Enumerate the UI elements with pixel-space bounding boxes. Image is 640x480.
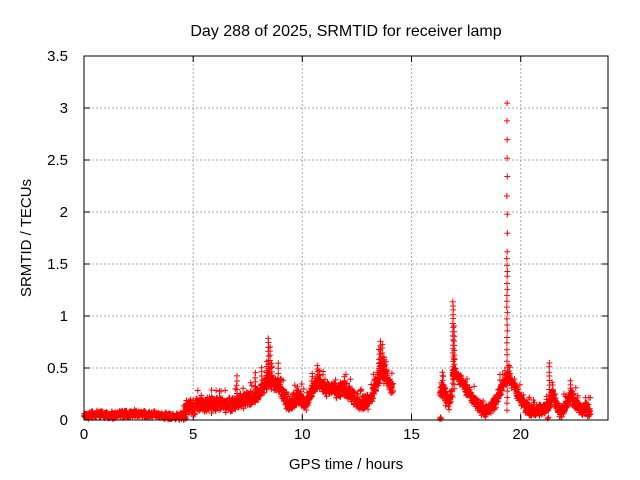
x-tick-label: 5 [189,426,197,443]
y-tick-label: 1.5 [47,256,68,273]
x-tick-label: 15 [403,426,420,443]
grid-lines [84,56,608,420]
plot-border [83,55,609,421]
y-tick-label: 0 [60,412,68,429]
y-tick-label: 2 [60,204,68,221]
y-axis-label: SRMTID / TECUs [18,179,35,297]
y-tick-label: 0.5 [47,360,68,377]
y-tick-label: 2.5 [47,152,68,169]
y-tick-label: 3 [60,100,68,117]
y-tick-label: 3.5 [47,48,68,65]
x-tick-label: 10 [294,426,311,443]
y-tick-label: 1 [60,308,68,325]
x-axis-label: GPS time / hours [289,456,403,473]
x-tick-label: 0 [80,426,88,443]
x-tick-label: 20 [512,426,529,443]
chart-title: Day 288 of 2025, SRMTID for receiver lam… [190,23,501,40]
